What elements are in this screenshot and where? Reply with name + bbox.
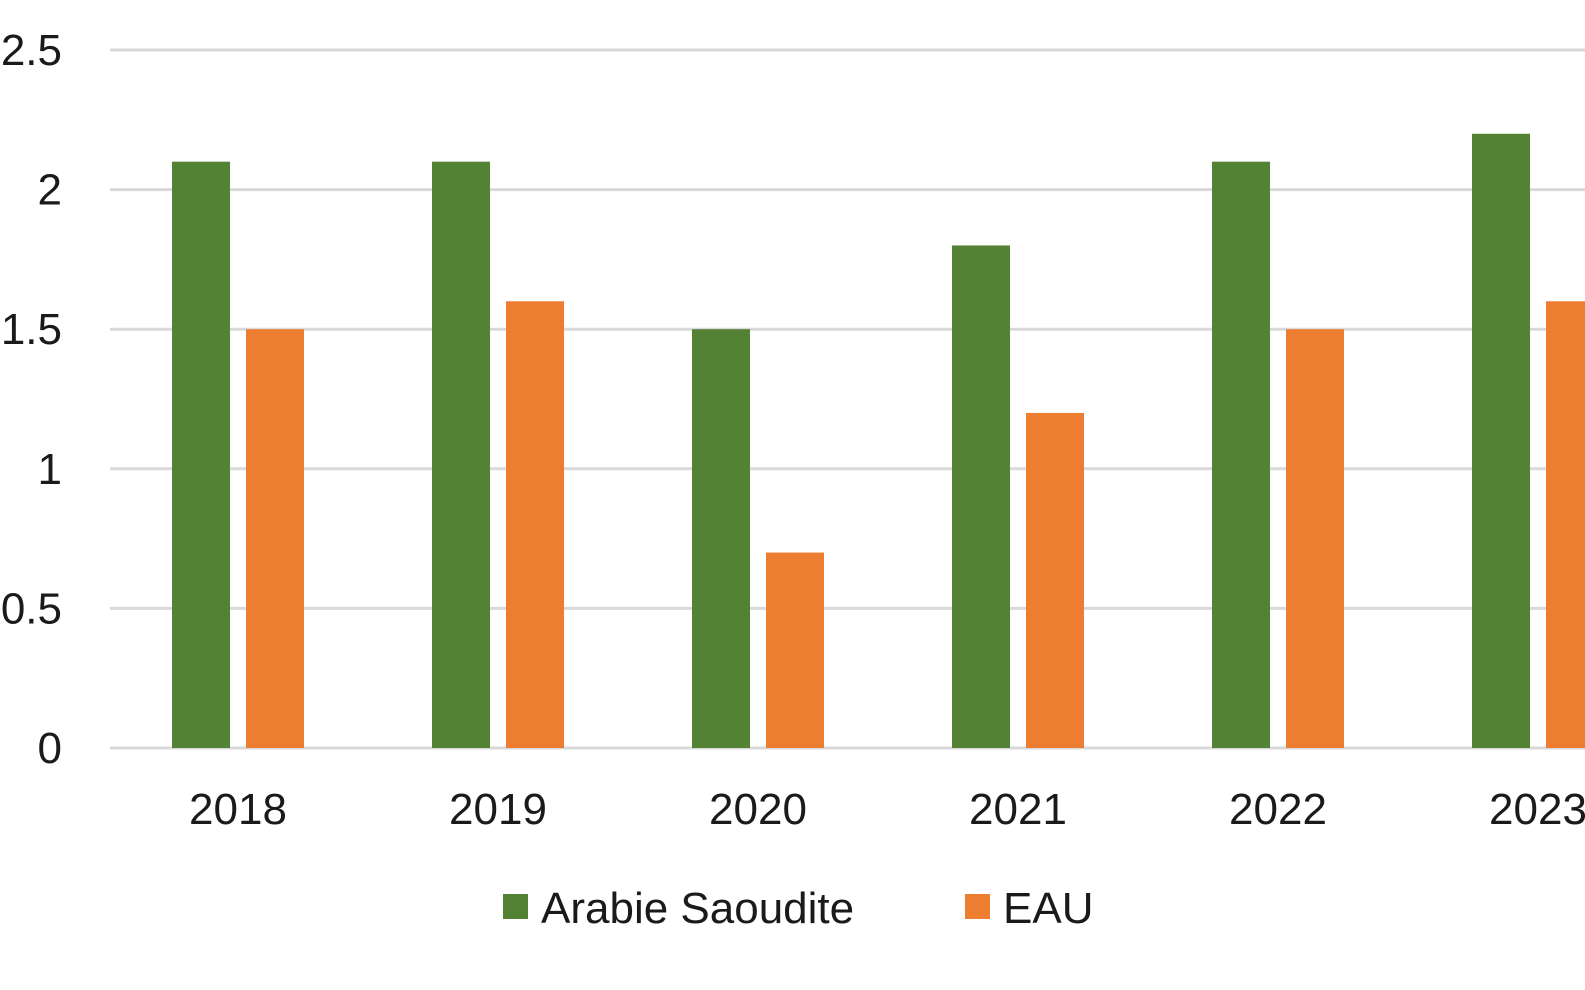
y-tick-label: 0 xyxy=(38,724,62,773)
bar-eau-2022 xyxy=(1286,329,1344,748)
x-axis-tick-labels: 2018 2019 2020 2021 2022 2023 xyxy=(189,785,1585,834)
y-tick-label: 1.5 xyxy=(1,305,62,354)
bar-eau-2021 xyxy=(1026,412,1084,748)
legend-swatch-arabie-saoudite xyxy=(503,894,528,919)
legend-label-arabie-saoudite: Arabie Saoudite xyxy=(541,884,854,933)
bar-arabie-saoudite-2020 xyxy=(692,329,750,748)
bar-arabie-saoudite-2022 xyxy=(1212,161,1270,748)
x-tick-label: 2023 xyxy=(1489,785,1585,834)
legend: Arabie Saoudite EAU xyxy=(503,884,1093,933)
x-tick-label: 2018 xyxy=(189,785,287,834)
bar-eau-2023 xyxy=(1546,301,1585,748)
bar-eau-2018 xyxy=(246,329,304,748)
y-tick-label: 2.5 xyxy=(1,26,62,75)
gridlines xyxy=(110,48,1585,750)
legend-swatch-eau xyxy=(965,894,990,919)
bars xyxy=(172,133,1585,748)
y-axis-tick-labels: 0 0.5 1 1.5 2 2.5 xyxy=(1,26,62,773)
bar-arabie-saoudite-2021 xyxy=(952,245,1010,748)
bar-eau-2020 xyxy=(766,552,824,748)
bar-eau-2019 xyxy=(506,301,564,748)
legend-label-eau: EAU xyxy=(1003,884,1093,933)
bar-arabie-saoudite-2023 xyxy=(1472,133,1530,748)
bar-arabie-saoudite-2018 xyxy=(172,161,230,748)
bar-arabie-saoudite-2019 xyxy=(432,161,490,748)
y-tick-label: 1 xyxy=(38,445,62,494)
x-tick-label: 2021 xyxy=(969,785,1067,834)
x-tick-label: 2019 xyxy=(449,785,547,834)
y-tick-label: 0.5 xyxy=(1,584,62,633)
x-tick-label: 2022 xyxy=(1229,785,1327,834)
y-tick-label: 2 xyxy=(38,166,62,215)
x-tick-label: 2020 xyxy=(709,785,807,834)
